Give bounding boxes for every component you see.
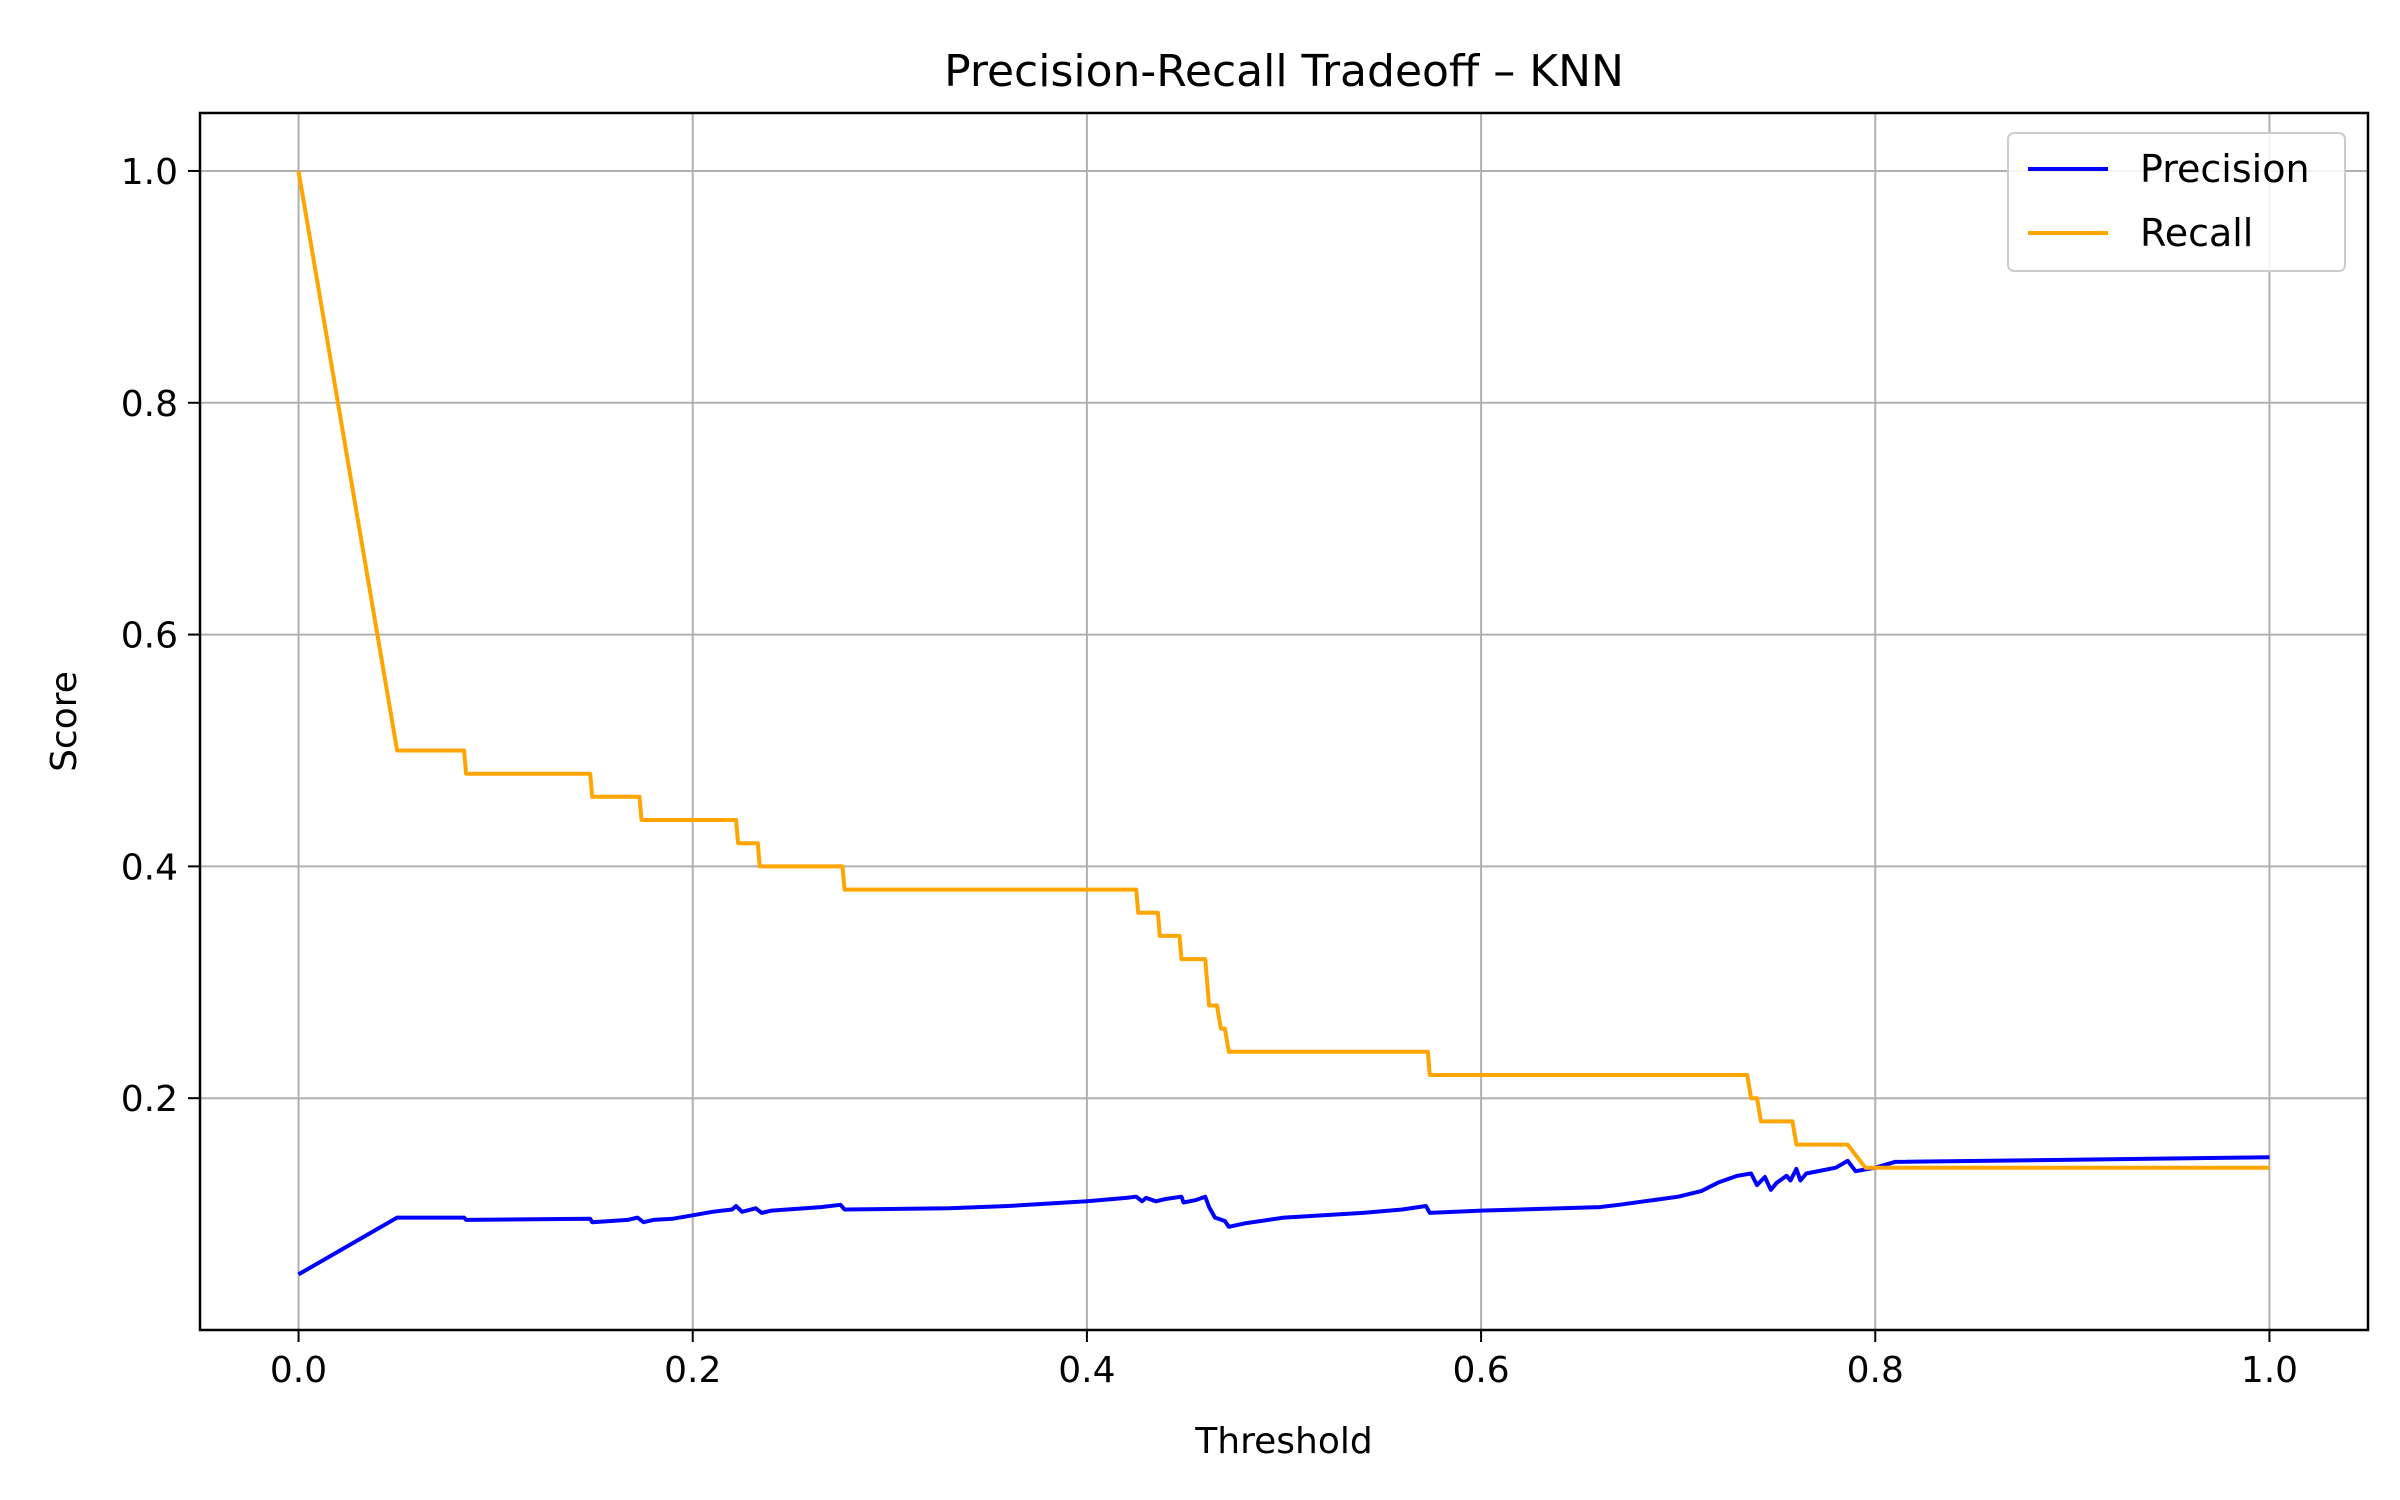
x-tick-label: 0.8 bbox=[1847, 1350, 1904, 1391]
chart-title: Precision-Recall Tradeoff – KNN bbox=[944, 46, 1624, 97]
series-line-recall bbox=[296, 170, 2270, 1170]
x-tick-label: 0.0 bbox=[270, 1350, 327, 1391]
x-tick-label: 0.6 bbox=[1452, 1350, 1509, 1391]
grid bbox=[200, 113, 2368, 1330]
y-tick-label: 0.8 bbox=[121, 384, 178, 425]
y-tick-label: 1.0 bbox=[121, 152, 178, 193]
x-tick-label: 0.4 bbox=[1058, 1350, 1115, 1391]
y-tick-label: 0.2 bbox=[121, 1079, 178, 1120]
series-line-precision bbox=[297, 1155, 2270, 1277]
x-axis-label: Threshold bbox=[1194, 1421, 1372, 1462]
legend: Precision Recall bbox=[2007, 132, 2346, 272]
plot-frame bbox=[198, 111, 2370, 1332]
tick-layer: 0.0 0.2 0.4 0.6 0.8 1.0 0.2 0.4 0.6 0.8 1.0 bbox=[121, 152, 2298, 1391]
x-tick-label: 1.0 bbox=[2241, 1350, 2298, 1391]
y-axis-label: Score bbox=[44, 671, 85, 772]
y-tick-label: 0.4 bbox=[121, 847, 178, 888]
y-tick-label: 0.6 bbox=[121, 616, 178, 657]
series-layer bbox=[296, 170, 2270, 1277]
legend-label-recall: Recall bbox=[2140, 211, 2253, 255]
legend-label-precision: Precision bbox=[2140, 147, 2310, 191]
x-tick-label: 0.2 bbox=[664, 1350, 721, 1391]
